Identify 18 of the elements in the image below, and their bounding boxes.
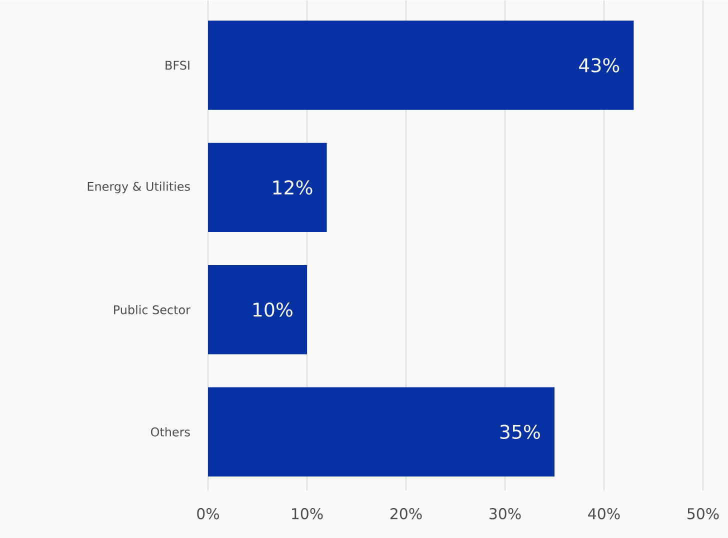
- y-tick-label: BFSI: [166, 60, 190, 70]
- data-label: 12%: [273, 180, 312, 194]
- data-label: 10%: [253, 302, 292, 317]
- y-tick-label: Others: [150, 426, 190, 436]
- x-tick-label: 20%: [390, 508, 422, 520]
- bar: [208, 142, 327, 232]
- x-tick-label: 30%: [490, 508, 521, 520]
- x-tick-label: 40%: [588, 508, 620, 520]
- bar: [208, 20, 634, 110]
- x-tick-label: 50%: [688, 508, 719, 520]
- x-tick-label: 10%: [292, 508, 323, 520]
- data-label: 35%: [500, 424, 540, 439]
- x-tick-label: 0%: [197, 508, 220, 520]
- bar: [208, 264, 307, 354]
- data-label: 43%: [579, 58, 620, 72]
- bar: [208, 387, 554, 476]
- y-tick-label: Energy & Utilities: [88, 181, 190, 193]
- y-tick-label: Public Sector: [114, 304, 190, 314]
